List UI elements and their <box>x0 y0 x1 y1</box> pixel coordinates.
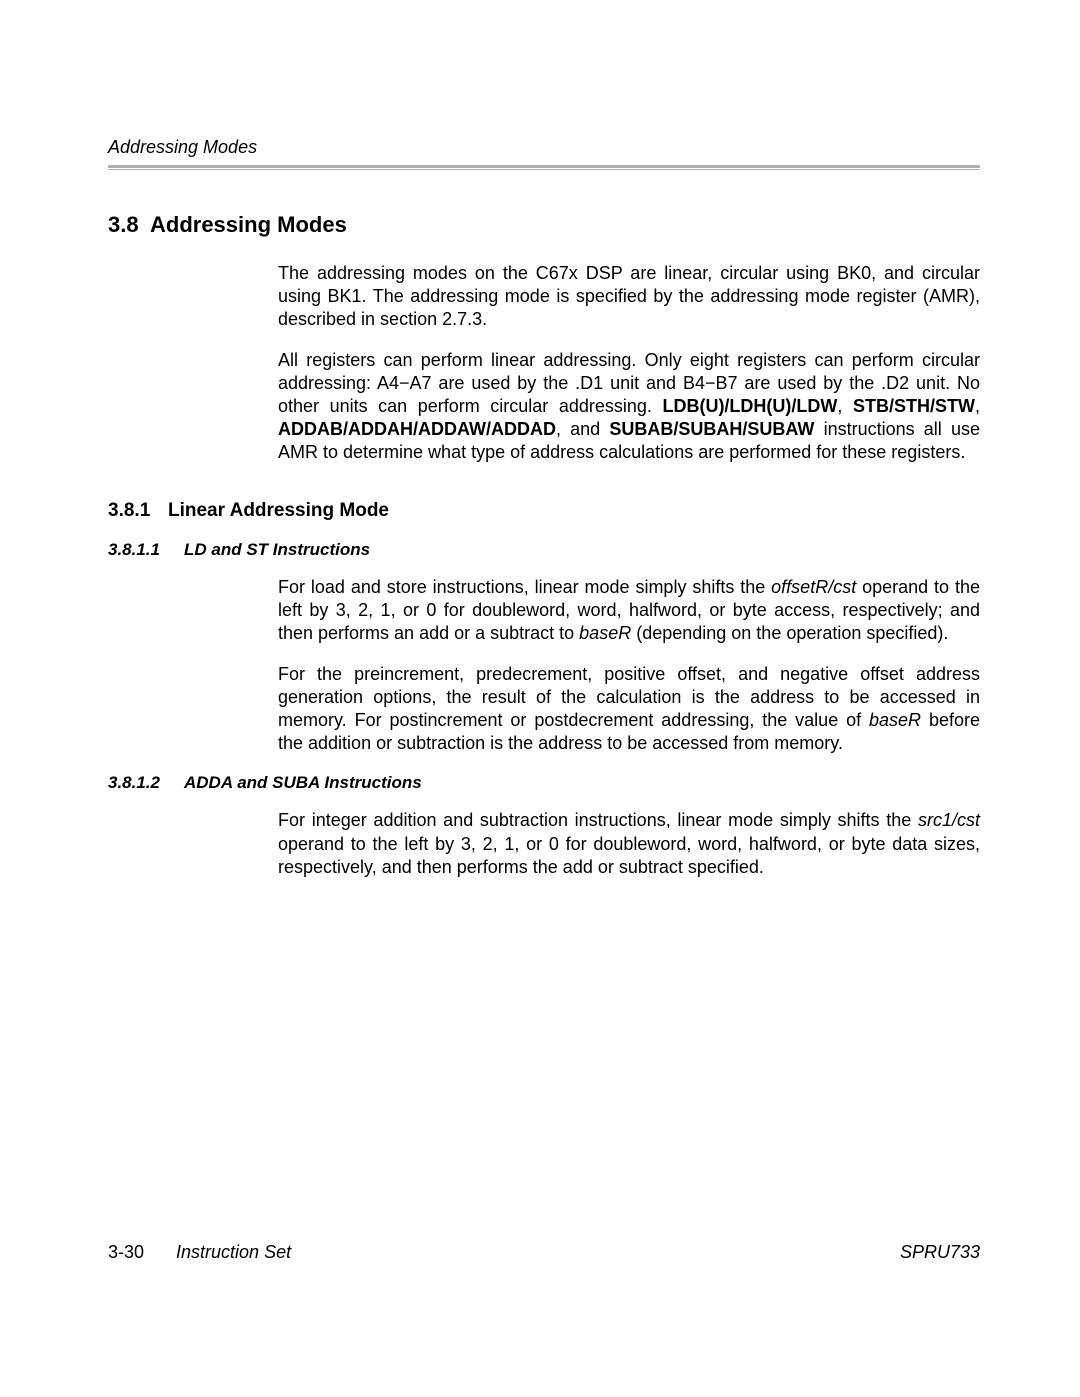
sss2-para-1: For integer addition and subtraction ins… <box>278 809 980 878</box>
para2-sep-1: , <box>837 396 853 416</box>
sss2-number: 3.8.1.2 <box>108 773 184 793</box>
sss1-para-2: For the preincrement, predecrement, posi… <box>278 663 980 755</box>
sss1-p2-it: baseR <box>869 710 921 730</box>
para2-bold-1: LDB(U)/LDH(U)/LDW <box>662 396 837 416</box>
section-title: Addressing Modes <box>150 212 347 237</box>
running-header: Addressing Modes <box>108 137 980 158</box>
para2-bold-4: SUBAB/SUBAH/SUBAW <box>609 419 814 439</box>
sss1-p1-it1: offsetR/cst <box>771 577 856 597</box>
footer-doc-id: SPRU733 <box>900 1242 980 1263</box>
sss1-p1-pre: For load and store instructions, linear … <box>278 577 771 597</box>
sss2-p1-post: operand to the left by 3, 2, 1, or 0 for… <box>278 834 980 877</box>
footer-chapter: Instruction Set <box>176 1242 291 1263</box>
sss2-p1-pre: For integer addition and subtraction ins… <box>278 810 918 830</box>
section-heading: 3.8Addressing Modes <box>108 212 980 238</box>
para2-bold-2: STB/STH/STW <box>853 396 975 416</box>
page-footer: 3-30 Instruction Set SPRU733 <box>108 1242 980 1263</box>
subsection-heading: 3.8.1Linear Addressing Mode <box>108 500 980 522</box>
para2-sep-2: , <box>975 396 980 416</box>
sss1-p1-it2: baseR <box>579 623 631 643</box>
footer-page-number: 3-30 <box>108 1242 144 1263</box>
para2-sep-3: , and <box>556 419 609 439</box>
sss1-number: 3.8.1.1 <box>108 540 184 560</box>
sss2-p1-it: src1/cst <box>918 810 980 830</box>
subsubsection-heading-2: 3.8.1.2ADDA and SUBA Instructions <box>108 773 980 793</box>
section-number: 3.8 <box>108 212 150 238</box>
sss1-p1-post: (depending on the operation specified). <box>631 623 948 643</box>
sss1-para-1: For load and store instructions, linear … <box>278 576 980 645</box>
header-rule <box>108 165 980 170</box>
subsection-title: Linear Addressing Mode <box>168 500 389 521</box>
subsection-number: 3.8.1 <box>108 500 168 522</box>
subsubsection-heading-1: 3.8.1.1LD and ST Instructions <box>108 540 980 560</box>
section-para-1: The addressing modes on the C67x DSP are… <box>278 262 980 331</box>
para2-bold-3: ADDAB/ADDAH/ADDAW/ADDAD <box>278 419 556 439</box>
sss2-title: ADDA and SUBA Instructions <box>184 773 422 792</box>
section-para-2: All registers can perform linear address… <box>278 349 980 464</box>
sss1-title: LD and ST Instructions <box>184 540 370 559</box>
